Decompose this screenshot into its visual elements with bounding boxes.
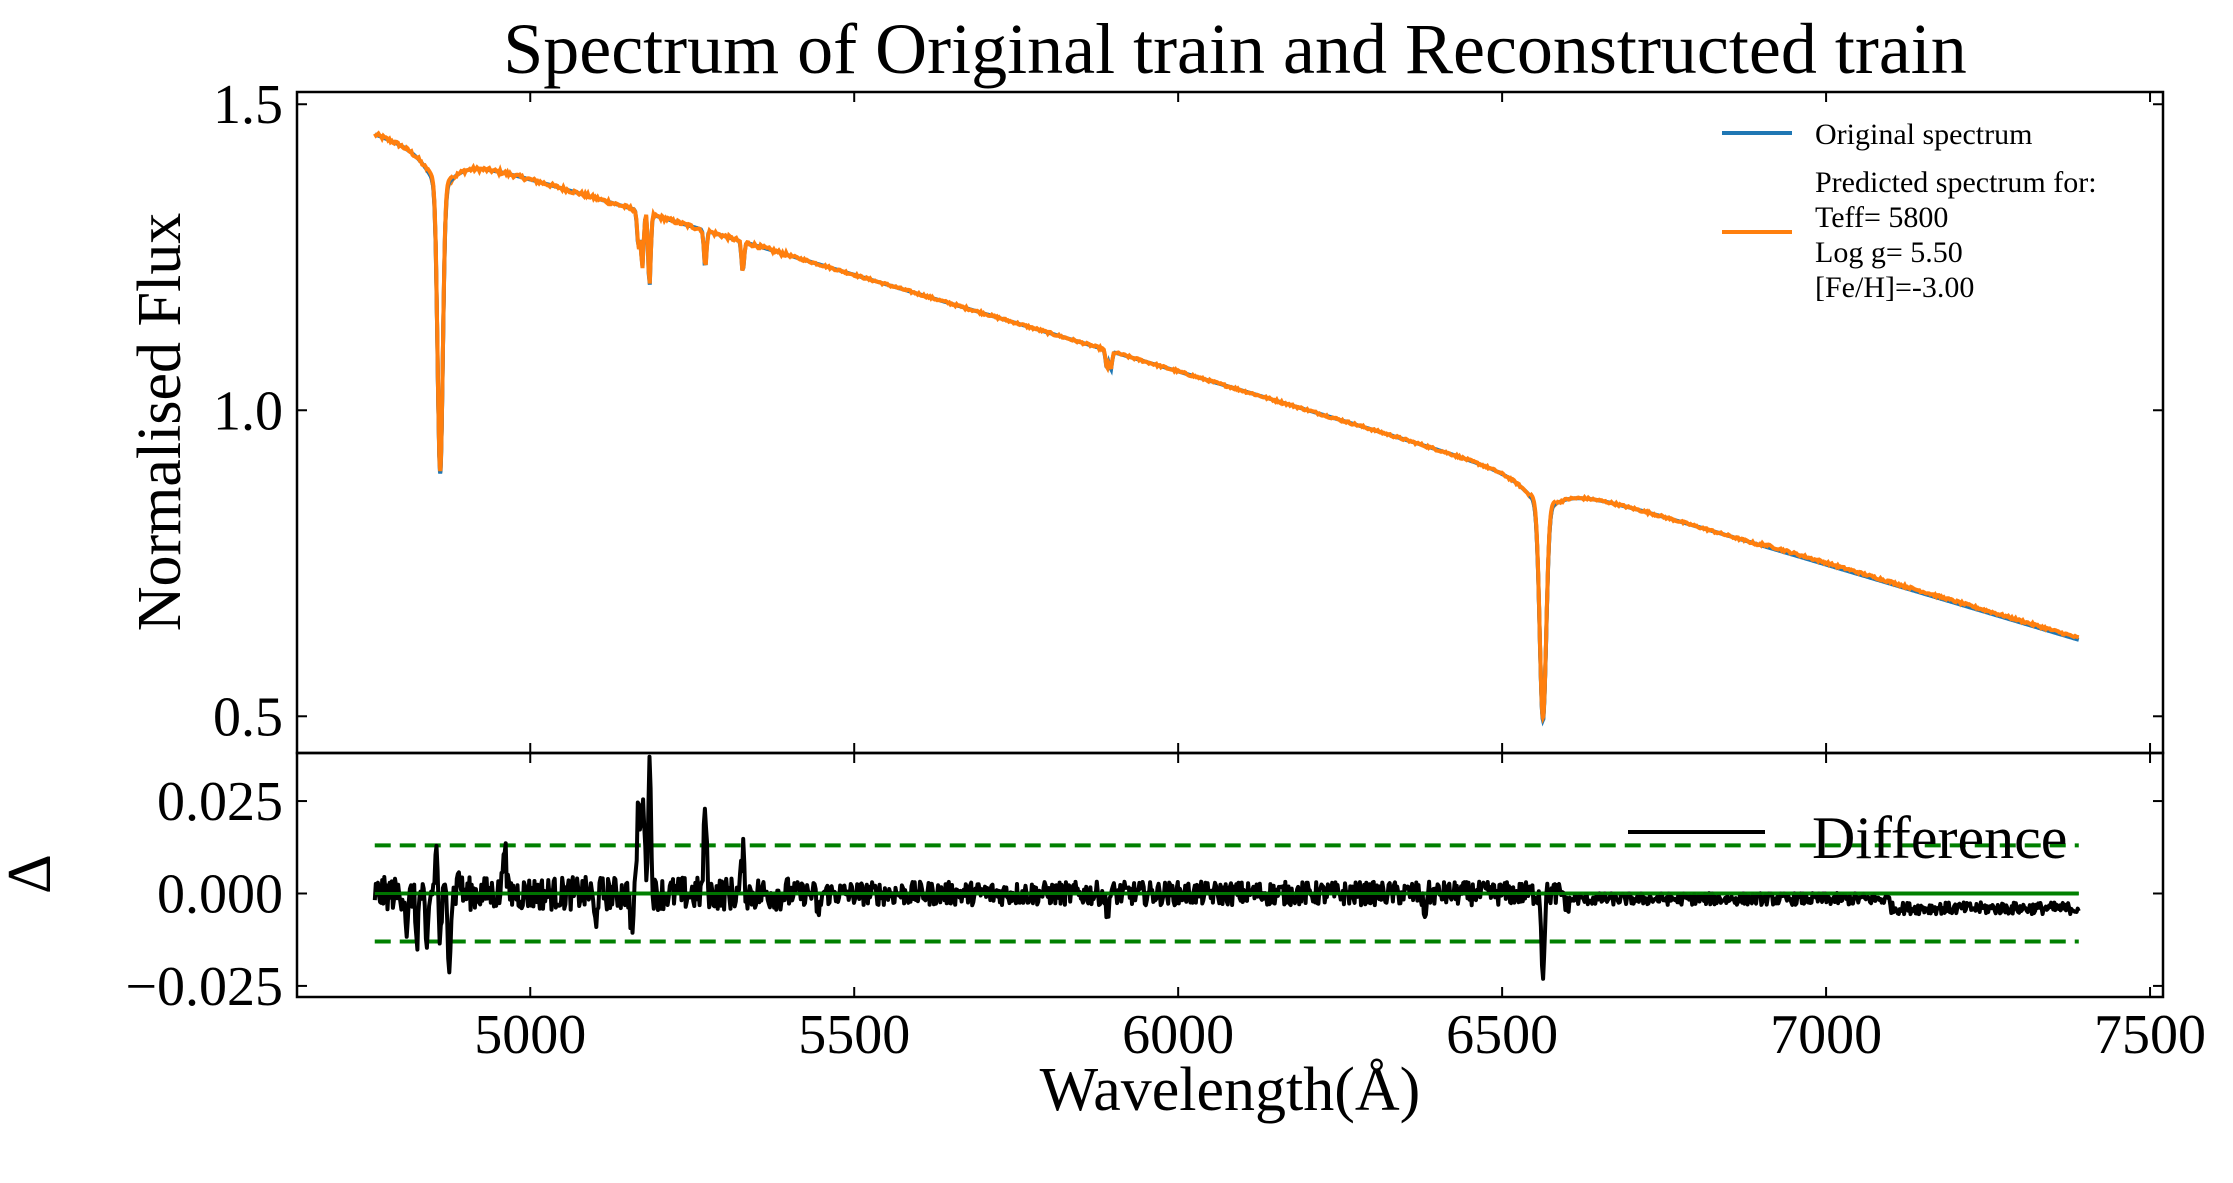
spectrum-legend: Original spectrum Predicted spectrum for:…	[1722, 118, 2097, 304]
spectrum-plot-area	[373, 130, 2080, 727]
spectrum-y-axis-label: Normalised Flux	[126, 213, 194, 631]
x-tick-label: 6000	[1122, 1004, 1234, 1066]
x-tick-label: 6500	[1446, 1004, 1558, 1066]
x-tick-label: 5500	[798, 1004, 910, 1066]
x-tick-label: 5000	[474, 1004, 586, 1066]
chart-title: Spectrum of Original train and Reconstru…	[503, 9, 1967, 89]
difference-x-ticks: 5000 5500 6000 6500 7000 7500	[474, 753, 2206, 1066]
series-predicted-line-detail	[425, 166, 455, 472]
legend-label-predicted-line: Predicted spectrum for:	[1815, 166, 2097, 199]
difference-y-ticks: 0.025 0.000 −0.025	[125, 771, 2163, 1018]
y-tick-label: 1.5	[213, 74, 283, 136]
difference-panel: 0.025 0.000 −0.025 5000 5500 6000 6500 7000 750…	[0, 751, 2206, 1124]
difference-legend: Difference	[1628, 805, 2067, 871]
y-tick-label: −0.025	[125, 956, 283, 1018]
y-tick-label: 1.0	[213, 380, 283, 442]
series-predicted-line-detail	[1528, 491, 1558, 724]
legend-label-difference: Difference	[1812, 805, 2067, 871]
legend-label-predicted-line: [Fe/H]=-3.00	[1815, 271, 1974, 304]
spectrum-x-ticks	[529, 92, 2152, 753]
legend-label-predicted-line: Log g= 5.50	[1815, 236, 1963, 269]
y-tick-label: 0.5	[213, 686, 283, 748]
spectrum-y-ticks: 0.5 1.0 1.5	[213, 74, 2163, 748]
y-tick-label: 0.025	[157, 771, 283, 833]
x-tick-label: 7500	[2094, 1004, 2206, 1066]
legend-label-original: Original spectrum	[1815, 118, 2032, 151]
legend-label-predicted-line: Teff= 5800	[1815, 201, 1948, 234]
spectrum-panel: 0.5 1.0 1.5 Normalised Flux Original spect…	[126, 74, 2165, 755]
x-axis-label: Wavelength(Å)	[1040, 1056, 1421, 1124]
x-tick-label: 7000	[1770, 1004, 1882, 1066]
series-difference-line	[372, 754, 2081, 981]
difference-plot-area	[372, 754, 2081, 981]
difference-y-axis-label: Δ	[0, 854, 64, 894]
difference-panel-frame	[295, 751, 2165, 999]
y-tick-label: 0.000	[157, 863, 283, 925]
series-predicted-line	[373, 130, 2080, 721]
